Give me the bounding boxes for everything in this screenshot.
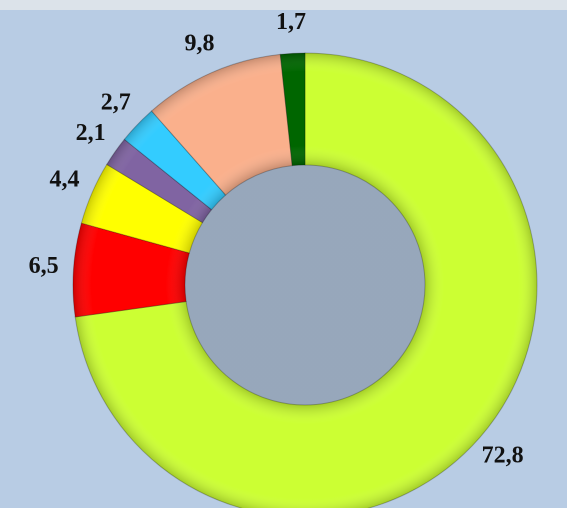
data-label: 9,8: [184, 31, 214, 57]
data-label: 1,7: [276, 9, 306, 35]
donut: [72, 52, 538, 508]
top-strip: [0, 0, 567, 10]
data-label: 2,1: [76, 120, 106, 146]
data-label: 2,7: [101, 89, 131, 115]
data-label: 72,8: [482, 443, 524, 469]
data-label: 6,5: [29, 253, 59, 279]
data-label: 4,4: [50, 166, 80, 192]
